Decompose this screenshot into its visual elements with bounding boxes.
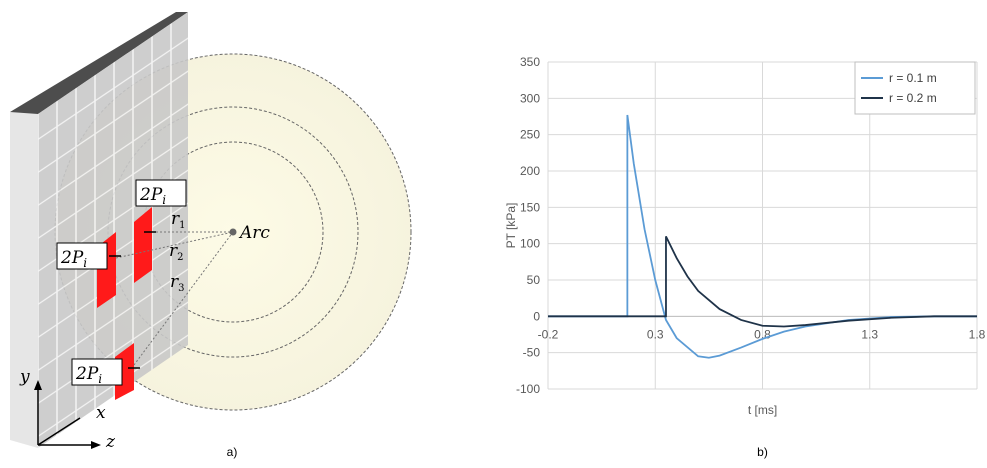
panel-label: a) [227, 445, 238, 459]
legend-label: r = 0.2 m [889, 91, 937, 105]
y-tick-label: -50 [523, 346, 541, 360]
source-label: Arc [238, 223, 270, 243]
x-tick-label: 1.8 [969, 327, 986, 341]
y-axis-title: PT [kPa] [504, 203, 518, 249]
y-tick-label: -100 [516, 382, 540, 396]
patch-label: 2Pi [75, 364, 102, 386]
y-tick-label: 0 [533, 309, 540, 323]
patch-label: 2Pi [60, 248, 87, 270]
y-tick-label: 350 [520, 55, 540, 69]
y-tick-label: 250 [520, 128, 540, 142]
patch-label: 2Pi [139, 185, 166, 207]
diagram: 2Pi 2Pi 2Pi r1 r2 r3 Arc y x z a) [10, 12, 411, 459]
y-tick-label: 300 [520, 91, 540, 105]
arrow-head [91, 441, 101, 449]
axis-name: x [96, 403, 106, 423]
figure: 2Pi 2Pi 2Pi r1 r2 r3 Arc y x z a) -100 -5… [0, 0, 987, 463]
axis-name: z [105, 432, 116, 452]
legend-label: r = 0.1 m [889, 71, 937, 85]
y-tick-label: 200 [520, 164, 540, 178]
y-tick-label: 100 [520, 237, 540, 251]
x-tick-label: -0.2 [538, 327, 559, 341]
y-tick-label: 150 [520, 200, 540, 214]
x-tick-label: 1.3 [861, 327, 878, 341]
y-tick-label: 50 [527, 273, 541, 287]
x-tick-label: 0.3 [647, 327, 664, 341]
legend [855, 62, 975, 114]
axis-name: y [19, 367, 30, 387]
arc-source [230, 229, 237, 236]
x-axis-title: t [ms] [748, 403, 777, 417]
panel-label: b) [757, 445, 768, 459]
wall-side [10, 112, 38, 448]
